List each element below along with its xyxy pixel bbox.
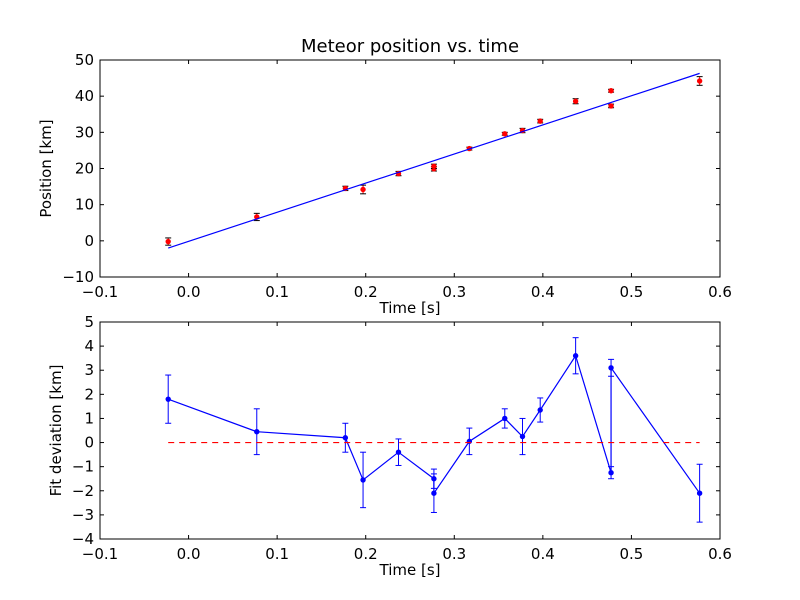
x-tick-label: 0.2 <box>354 545 378 563</box>
deviation-chart-y-axis-label: Fit deviation [km] <box>47 365 65 497</box>
data-point <box>360 477 366 483</box>
data-point <box>572 98 579 104</box>
y-tick-label: 4 <box>84 337 94 355</box>
y-tick-label: 0 <box>84 434 94 452</box>
x-tick-label: 0.3 <box>442 283 466 301</box>
data-point <box>254 429 260 435</box>
data-point <box>696 78 703 84</box>
y-tick-label: 1 <box>84 409 94 427</box>
fit-line <box>168 72 700 249</box>
data-point <box>502 131 508 137</box>
y-tick-label: 2 <box>84 385 94 403</box>
chart-title: Meteor position vs. time <box>301 36 519 57</box>
position-chart-frame <box>99 59 721 278</box>
x-tick-label: 0.4 <box>531 545 555 563</box>
y-tick-label: −1 <box>72 458 94 476</box>
position-chart-y-axis-label: Position [km] <box>37 119 55 217</box>
data-point <box>537 407 543 413</box>
position-chart-marks <box>165 72 703 249</box>
y-tick-label: −4 <box>72 530 94 548</box>
data-point <box>360 186 366 193</box>
y-tick-label: 40 <box>75 87 94 105</box>
data-point <box>608 365 614 371</box>
data-point <box>431 490 437 496</box>
x-tick-label: −0.1 <box>82 545 118 563</box>
deviation-chart-frame <box>99 321 721 540</box>
x-tick-label: 0.5 <box>619 545 643 563</box>
data-point <box>342 435 349 441</box>
y-tick-label: 5 <box>84 313 94 331</box>
data-point <box>608 88 614 94</box>
data-point <box>431 163 437 170</box>
data-point <box>696 490 703 496</box>
y-tick-label: −10 <box>62 268 94 286</box>
y-tick-label: 0 <box>84 232 94 250</box>
data-point <box>165 238 171 245</box>
y-tick-label: 30 <box>75 123 94 141</box>
data-point <box>395 449 402 455</box>
deviation-chart-ticks: −0.1 0.0 0.1 0.2 0.3 0.4 0.5 0.6 −4 −3 −2 −1 0 1 2 3 4 5 <box>72 313 732 563</box>
data-point <box>608 103 614 109</box>
deviation-chart: −0.1 0.0 0.1 0.2 0.3 0.4 0.5 0.6−4−3−2−1012345 … <box>47 313 732 579</box>
deviation-chart-marks <box>165 337 703 523</box>
y-tick-label: 20 <box>75 160 94 178</box>
x-tick-label: 0.1 <box>265 545 289 563</box>
data-point <box>608 469 614 476</box>
x-tick-label: 0.6 <box>708 283 732 301</box>
position-chart-x-axis-label: Time [s] <box>379 299 441 317</box>
x-tick-label: 0.1 <box>265 283 289 301</box>
x-tick-label: −0.1 <box>82 283 118 301</box>
x-tick-label: 0.6 <box>708 545 732 563</box>
x-tick-label: 0.0 <box>177 545 201 563</box>
position-chart: Meteor position vs. time −0.1 0.0 0.1 0.2 0.… <box>37 36 732 317</box>
y-tick-label: 50 <box>75 51 94 69</box>
data-point <box>165 396 171 402</box>
x-tick-label: 0.0 <box>177 283 201 301</box>
deviation-chart-x-axis-label: Time [s] <box>379 561 441 579</box>
x-tick-label: 0.3 <box>442 545 466 563</box>
y-tick-label: 3 <box>84 361 94 379</box>
data-point <box>519 433 526 440</box>
data-point <box>537 118 543 124</box>
x-tick-label: 0.5 <box>619 283 643 301</box>
x-tick-label: 0.4 <box>531 283 555 301</box>
y-tick-label: 10 <box>75 196 94 214</box>
y-tick-label: −2 <box>72 482 94 500</box>
data-point <box>572 353 579 359</box>
x-tick-label: 0.2 <box>354 283 378 301</box>
y-tick-label: −3 <box>72 506 94 524</box>
data-point <box>502 415 508 422</box>
position-chart-ticks: −0.1 0.0 0.1 0.2 0.3 0.4 0.5 0.6 −10 0 10 20 30 40 50 <box>62 51 732 301</box>
